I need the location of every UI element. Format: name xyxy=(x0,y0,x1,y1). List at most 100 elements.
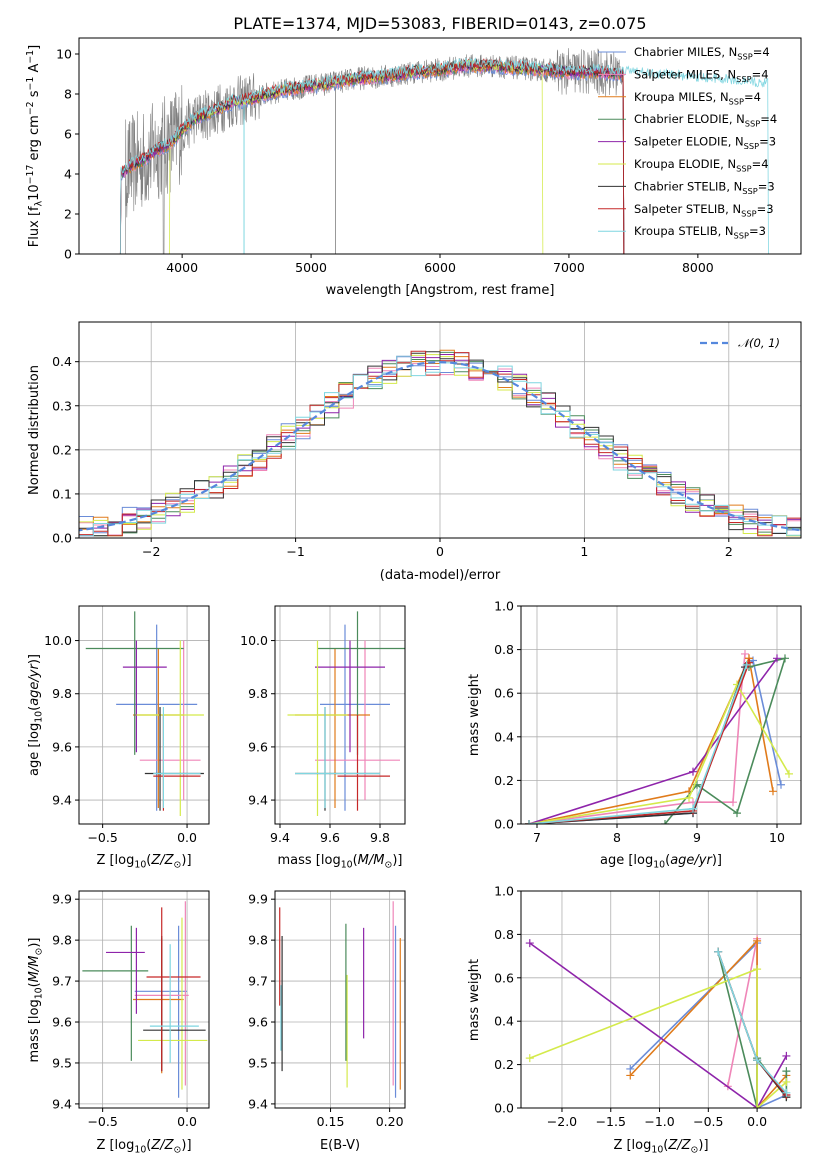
y-tick-label: 10.0 xyxy=(240,633,268,648)
y-tick-label: 10.0 xyxy=(44,633,72,648)
label-part: E(B-V) xyxy=(320,1138,360,1153)
histogram-step-line xyxy=(79,351,801,537)
label-part: ( xyxy=(27,706,42,711)
label-part: =4 xyxy=(752,67,769,81)
legend-entry: Kroupa MILES, NSSP=4 xyxy=(634,90,761,107)
x-tick-label: −1 xyxy=(286,544,304,559)
weight-series-line xyxy=(529,967,787,1108)
label-part: )] xyxy=(181,853,191,868)
label-part: =3 xyxy=(757,202,774,216)
x-axis-label: wavelength [Angstrom, rest frame] xyxy=(326,283,555,298)
axes-frame xyxy=(274,890,406,1109)
y-tick-label: 9.6 xyxy=(248,1015,268,1030)
y-tick-label: 0.0 xyxy=(494,817,514,832)
label-part: Chabrier MILES, N xyxy=(634,45,737,59)
y-axis-label: age [log10(age/yr)] xyxy=(27,654,45,776)
x-tick-label: −0.5 xyxy=(693,1114,723,1129)
mass-vs-ebv-plot xyxy=(279,901,401,1098)
label-part: )] xyxy=(392,853,402,868)
label-part: ( xyxy=(146,853,151,868)
weight-point-marker xyxy=(777,780,785,789)
label-part: SSP xyxy=(744,141,759,151)
label-part: SSP xyxy=(742,186,757,196)
label-part: erg cm xyxy=(27,115,42,164)
label-part: mass weight xyxy=(467,959,482,1041)
label-part: M/M xyxy=(27,956,42,983)
axes-frame xyxy=(520,890,802,1109)
label-part: 10 xyxy=(653,860,665,871)
label-part: )] xyxy=(698,1138,708,1153)
label-part: Chabrier ELODIE, N xyxy=(634,112,745,126)
histogram-plot xyxy=(79,349,801,537)
y-tick-label: 9.4 xyxy=(248,1096,268,1111)
axes-frame xyxy=(520,605,802,825)
x-tick-label: 0.0 xyxy=(177,1114,197,1129)
figure-title: PLATE=1374, MJD=53083, FIBERID=0143, z=0… xyxy=(233,14,646,33)
label-part: SSP xyxy=(734,231,749,241)
label-part: Z/Z xyxy=(150,853,174,868)
legend-entry: Salpeter ELODIE, NSSP=3 xyxy=(634,135,776,152)
label-part: −2 xyxy=(25,101,36,115)
weight-series-line xyxy=(528,662,750,824)
label-part: 10 xyxy=(27,184,42,201)
y-tick-label: 9.6 xyxy=(248,739,268,754)
x-tick-label: 0.0 xyxy=(747,1114,767,1129)
legend-entry: Salpeter STELIB, NSSP=3 xyxy=(634,202,774,219)
legend-entry: Kroupa ELODIE, NSSP=4 xyxy=(634,157,769,174)
x-tick-label: 7000 xyxy=(553,260,585,275)
label-part: M/M xyxy=(358,853,385,868)
weight-point-marker xyxy=(742,660,751,669)
label-part: =4 xyxy=(752,157,769,171)
legend: Chabrier MILES, N SSP =4 Salpeter MILES, N S… xyxy=(598,45,777,241)
weight-point-marker xyxy=(714,947,723,956)
y-tick-label: 0.2 xyxy=(52,442,72,457)
label-part: −1 xyxy=(25,50,36,64)
label-part: Z [log xyxy=(96,1138,134,1153)
x-tick-label: 0.0 xyxy=(177,830,197,845)
y-tick-label: 9.5 xyxy=(248,1055,268,1070)
y-tick-label: 0.4 xyxy=(52,354,72,369)
label-part: −17 xyxy=(25,165,36,185)
age-vs-mass-axes: 9.4 9.6 9.8 9.4 9.6 9.8 10.0 xyxy=(240,606,405,845)
label-part: ( xyxy=(353,853,358,868)
x-tick-label: 9 xyxy=(693,830,701,845)
legend: 𝒩(0, 1) xyxy=(700,336,780,350)
y-tick-label: 1.0 xyxy=(494,599,514,614)
label-part: =3 xyxy=(758,179,775,193)
y-tick-label: 9.8 xyxy=(52,686,72,701)
label-part: ⊙ xyxy=(691,1145,699,1156)
weight-point-marker xyxy=(689,804,697,813)
x-tick-label: −0.5 xyxy=(87,1114,117,1129)
label-part: age/yr xyxy=(27,662,42,705)
weight-point-marker xyxy=(782,1088,791,1097)
y-tick-label: 4 xyxy=(64,167,72,182)
age-vs-Z-plot xyxy=(85,611,204,817)
label-part: mass weight xyxy=(467,674,482,756)
label-part: age [log xyxy=(600,853,653,868)
weight-vs-age-axes: 7 8 9 10 0.0 0.2 0.4 0.6 0.8 1.0 xyxy=(494,599,801,845)
x-tick-label: −1.0 xyxy=(644,1114,674,1129)
label-part: 10 xyxy=(134,1145,146,1156)
weight-vs-Z-axes: −2.0 −1.5 −1.0 −0.5 0.0 0.0 0.2 0.4 0.6 0.8 1.0 xyxy=(494,884,801,1129)
weight-point-marker xyxy=(753,936,762,945)
label-part: ( xyxy=(663,1138,668,1153)
label-part: Salpeter MILES, N xyxy=(634,67,736,81)
label-part: s xyxy=(27,90,42,101)
mass-vs-Z-plot xyxy=(82,901,208,1098)
x-axis-label: Z [log10(Z/Z⊙)] xyxy=(96,853,191,871)
label-part: mass [log xyxy=(27,999,42,1062)
legend-entry: Chabrier ELODIE, NSSP=4 xyxy=(634,112,777,129)
y-axis-label: Flux [fλ10−17 erg cm−2 s−1 A−1] xyxy=(25,45,45,247)
label-part: Kroupa STELIB, N xyxy=(634,224,734,238)
x-axis-label: Z [log10(Z/Z⊙)] xyxy=(96,1138,191,1156)
age-vs-mass-plot xyxy=(287,611,405,817)
label-part: ⊙ xyxy=(174,1145,182,1156)
y-tick-label: 0.6 xyxy=(494,686,514,701)
label-part: wavelength [Angstrom, rest frame] xyxy=(326,283,555,298)
weight-point-marker xyxy=(753,1056,762,1065)
label-part: age [log xyxy=(27,723,42,776)
y-tick-label: 9.8 xyxy=(248,933,268,948)
y-tick-label: 6 xyxy=(64,127,72,142)
normal-reference-curve xyxy=(79,360,801,532)
